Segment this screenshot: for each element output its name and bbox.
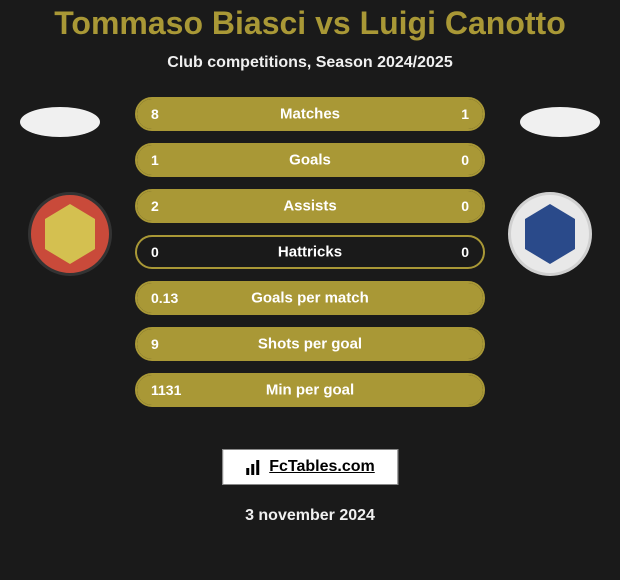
page-title: Tommaso Biasci vs Luigi Canotto: [0, 5, 620, 42]
stat-label: Hattricks: [137, 244, 483, 261]
watermark-link[interactable]: FcTables.com: [222, 449, 398, 485]
subtitle: Club competitions, Season 2024/2025: [0, 54, 620, 72]
stat-label: Assists: [137, 198, 483, 215]
stat-row-matches: 8 Matches 1: [135, 97, 485, 131]
stat-row-shots-per-goal: 9 Shots per goal: [135, 327, 485, 361]
main-area: 8 Matches 1 1 Goals 0 2 Assists 0: [0, 97, 620, 417]
chart-icon: [245, 458, 263, 476]
stat-row-goals-per-match: 0.13 Goals per match: [135, 281, 485, 315]
player-silhouette-left: [20, 107, 100, 137]
stat-value-right: 0: [461, 198, 469, 214]
stat-row-min-per-goal: 1131 Min per goal: [135, 373, 485, 407]
date-label: 3 november 2024: [0, 507, 620, 525]
player-silhouette-right: [520, 107, 600, 137]
stat-row-hattricks: 0 Hattricks 0: [135, 235, 485, 269]
team-badge-right: [508, 192, 592, 276]
stat-label: Matches: [137, 106, 483, 123]
watermark-text: FcTables.com: [269, 458, 375, 476]
stat-value-right: 0: [461, 244, 469, 260]
stats-list: 8 Matches 1 1 Goals 0 2 Assists 0: [135, 97, 485, 419]
stat-label: Shots per goal: [137, 336, 483, 353]
stat-row-goals: 1 Goals 0: [135, 143, 485, 177]
stat-value-right: 0: [461, 152, 469, 168]
stat-label: Goals per match: [137, 290, 483, 307]
stat-label: Goals: [137, 152, 483, 169]
stat-value-right: 1: [461, 106, 469, 122]
stat-row-assists: 2 Assists 0: [135, 189, 485, 223]
comparison-container: Tommaso Biasci vs Luigi Canotto Club com…: [0, 0, 620, 580]
team-badge-left: [28, 192, 112, 276]
stat-label: Min per goal: [137, 382, 483, 399]
